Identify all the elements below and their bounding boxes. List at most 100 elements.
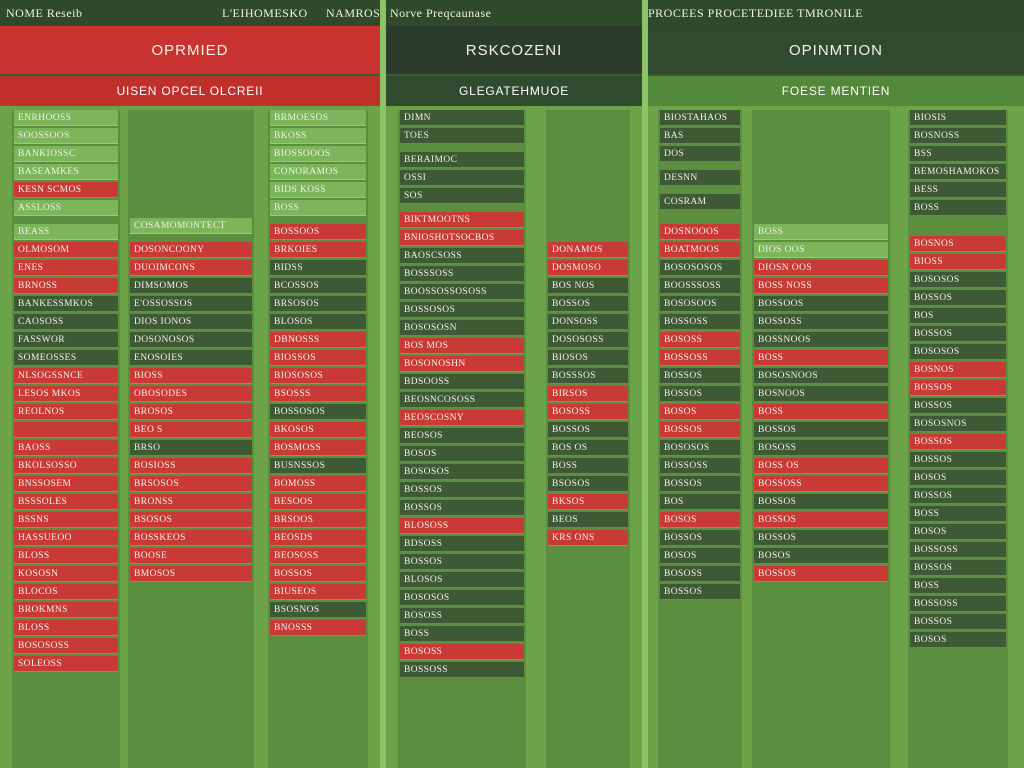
- table-row[interactable]: BOSSOS: [754, 530, 888, 546]
- table-row[interactable]: BANKESSMKOS: [14, 296, 118, 312]
- table-row[interactable]: BASEAMKES: [14, 164, 118, 180]
- table-row[interactable]: DIMSOMOS: [130, 278, 252, 294]
- table-row[interactable]: BOSSOSS: [754, 476, 888, 492]
- table-row[interactable]: BOSOSNOOS: [754, 368, 888, 384]
- table-row[interactable]: BOSOSS: [400, 608, 524, 624]
- table-row[interactable]: BOOSSOSSOSOSS: [400, 284, 524, 300]
- table-row[interactable]: BIRSOS: [548, 386, 628, 402]
- table-row[interactable]: BOSSSOSS: [400, 266, 524, 282]
- table-row[interactable]: BSOSOS: [548, 476, 628, 492]
- table-row[interactable]: BLOSS: [14, 548, 118, 564]
- table-row[interactable]: BLOSOS: [400, 572, 524, 588]
- table-row[interactable]: BOSSOS: [910, 614, 1006, 630]
- table-row[interactable]: E'OSSOSSOS: [130, 296, 252, 312]
- table-row[interactable]: BOSS: [754, 404, 888, 420]
- table-row[interactable]: BOOSE: [130, 548, 252, 564]
- table-row[interactable]: BOS: [660, 494, 740, 510]
- table-row[interactable]: BOSOS: [660, 512, 740, 528]
- table-row[interactable]: TOES: [400, 128, 524, 144]
- table-row[interactable]: BEOSNCOSOSS: [400, 392, 524, 408]
- table-row[interactable]: BKSOS: [548, 494, 628, 510]
- table-row[interactable]: BRSOSOS: [270, 296, 366, 312]
- table-row[interactable]: BIOSTAHAOS: [660, 110, 740, 126]
- table-row[interactable]: BOSOS: [400, 446, 524, 462]
- table-row[interactable]: BOSOSS: [660, 332, 740, 348]
- table-row[interactable]: NLSOGSSNCE: [14, 368, 118, 384]
- table-row[interactable]: ASSLOSS: [14, 200, 118, 216]
- table-row[interactable]: BIOSOSOS: [270, 368, 366, 384]
- table-row[interactable]: BOSSOSS: [400, 662, 524, 678]
- table-row[interactable]: BRSOSOS: [130, 476, 252, 492]
- table-row[interactable]: DESNN: [660, 170, 740, 186]
- table-row[interactable]: BOSOSS: [660, 566, 740, 582]
- table-row[interactable]: BEOSCOSNY: [400, 410, 524, 426]
- table-row[interactable]: BLOSS: [14, 620, 118, 636]
- table-row[interactable]: ENRHOOSS: [14, 110, 118, 126]
- table-row[interactable]: DOSONCOONY: [130, 242, 252, 258]
- table-row[interactable]: BOSNOS: [910, 236, 1006, 252]
- table-row[interactable]: DOSNOOOS: [660, 224, 740, 240]
- table-row[interactable]: DONAMOS: [548, 242, 628, 258]
- table-row[interactable]: BOSS NOSS: [754, 278, 888, 294]
- table-row[interactable]: BOSSOS: [660, 476, 740, 492]
- table-row[interactable]: DONSOSS: [548, 314, 628, 330]
- table-row[interactable]: BOSONOSHN: [400, 356, 524, 372]
- table-row[interactable]: BOSOSS: [548, 404, 628, 420]
- table-row[interactable]: BIDSS: [270, 260, 366, 276]
- table-row[interactable]: ENES: [14, 260, 118, 276]
- table-row[interactable]: BSOSSS: [270, 386, 366, 402]
- table-row[interactable]: BOSSSOS: [548, 368, 628, 384]
- table-row[interactable]: BOSSOS: [910, 488, 1006, 504]
- table-row[interactable]: LESOS MKOS: [14, 386, 118, 402]
- table-row[interactable]: BIOSIS: [910, 110, 1006, 126]
- table-row[interactable]: BOSS: [910, 506, 1006, 522]
- table-row[interactable]: BOSSOOS: [270, 224, 366, 240]
- table-row[interactable]: BOS: [910, 308, 1006, 324]
- table-row[interactable]: OSSI: [400, 170, 524, 186]
- table-row[interactable]: BEOSDS: [270, 530, 366, 546]
- table-row[interactable]: SOS: [400, 188, 524, 204]
- table-row[interactable]: BOSSOS: [548, 422, 628, 438]
- table-row[interactable]: KESN SCMOS: [14, 182, 118, 198]
- table-row[interactable]: DOSMOSO: [548, 260, 628, 276]
- table-row[interactable]: DOSOSOSS: [548, 332, 628, 348]
- panel-title[interactable]: OPRMIED: [0, 26, 380, 76]
- table-row[interactable]: BRSOOS: [270, 512, 366, 528]
- table-row[interactable]: BOSSOSS: [910, 542, 1006, 558]
- table-row[interactable]: BOSSOS: [660, 368, 740, 384]
- table-row[interactable]: COSAMOMONTECT: [130, 218, 252, 234]
- table-row[interactable]: BROSOS: [130, 404, 252, 420]
- table-row[interactable]: BNSSOSEM: [14, 476, 118, 492]
- table-row[interactable]: BOSOSOS: [660, 440, 740, 456]
- table-row[interactable]: BOSNOOS: [754, 386, 888, 402]
- table-row[interactable]: BOSOS: [910, 470, 1006, 486]
- table-row[interactable]: DIOS OOS: [754, 242, 888, 258]
- table-row[interactable]: BOSSOS: [910, 434, 1006, 450]
- table-row[interactable]: BIDS KOSS: [270, 182, 366, 198]
- table-row[interactable]: BOSSOS: [400, 500, 524, 516]
- table-row[interactable]: OLMOSOM: [14, 242, 118, 258]
- table-row[interactable]: COSRAM: [660, 194, 740, 210]
- table-row[interactable]: BOSSOSS: [660, 458, 740, 474]
- table-row[interactable]: BRSO: [130, 440, 252, 456]
- table-row[interactable]: BOSMOSS: [270, 440, 366, 456]
- table-row[interactable]: BDSOOSS: [400, 374, 524, 390]
- table-row[interactable]: OBOSODES: [130, 386, 252, 402]
- table-row[interactable]: BAS: [660, 128, 740, 144]
- table-row[interactable]: BEASS: [14, 224, 118, 240]
- table-row[interactable]: BIOSS: [910, 254, 1006, 270]
- table-row[interactable]: BOSSOS: [910, 326, 1006, 342]
- table-row[interactable]: BOSSOS: [910, 380, 1006, 396]
- table-row[interactable]: BESS: [910, 182, 1006, 198]
- table-row[interactable]: BLOCOS: [14, 584, 118, 600]
- table-row[interactable]: BAOSCSOSS: [400, 248, 524, 264]
- table-row[interactable]: BANKIOSSC: [14, 146, 118, 162]
- table-row[interactable]: BOSSOSOS: [400, 302, 524, 318]
- table-row[interactable]: BOMOSS: [270, 476, 366, 492]
- table-row[interactable]: SOMEOSSES: [14, 350, 118, 366]
- table-row[interactable]: BOSS: [910, 200, 1006, 216]
- table-row[interactable]: BOSS: [400, 626, 524, 642]
- table-row[interactable]: BMOSOS: [130, 566, 252, 582]
- table-row[interactable]: BOSOSOOS: [660, 296, 740, 312]
- table-row[interactable]: BRMOESOS: [270, 110, 366, 126]
